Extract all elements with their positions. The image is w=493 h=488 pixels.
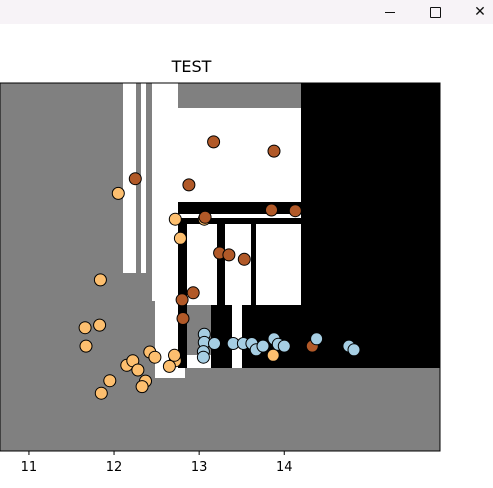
data-point (168, 348, 181, 362)
data-point (131, 363, 145, 377)
region-white-strip-2 (141, 83, 146, 273)
region-black-bar-1 (178, 202, 301, 214)
data-point (111, 186, 125, 200)
data-point (175, 293, 189, 307)
data-point (94, 386, 108, 400)
minimize-button[interactable] (367, 0, 413, 24)
x-tick-label: 11 (21, 460, 38, 475)
decision-regions (0, 83, 440, 451)
data-point (208, 337, 221, 350)
x-tick-label: 13 (191, 460, 208, 475)
data-point (310, 332, 324, 346)
x-tick-label: 14 (276, 460, 293, 475)
data-points (78, 135, 361, 400)
data-point (93, 318, 107, 332)
data-point (266, 348, 280, 362)
close-icon: ✕ (474, 4, 486, 20)
data-point (288, 204, 302, 218)
data-point (162, 359, 176, 373)
data-point (128, 172, 142, 186)
minimize-icon (385, 11, 395, 13)
data-point (347, 343, 361, 357)
data-point (256, 339, 270, 353)
data-point (103, 374, 117, 388)
plot-frame (0, 82, 441, 452)
data-point (182, 178, 196, 192)
data-point (207, 135, 221, 149)
data-point (93, 273, 107, 287)
chart-title: TEST (171, 57, 212, 76)
data-point (198, 210, 212, 224)
maximize-icon (429, 6, 441, 18)
data-point (168, 212, 182, 226)
data-point (135, 380, 149, 394)
data-point (265, 203, 278, 217)
region-gray-top (178, 83, 301, 108)
data-point (277, 339, 291, 353)
data-point (196, 350, 210, 364)
data-point (78, 321, 92, 335)
maximize-button[interactable] (412, 0, 458, 24)
x-tick-label: 12 (106, 460, 123, 475)
region-black-lower-left (211, 305, 232, 368)
data-point (79, 339, 93, 353)
region-white-bottom-b (232, 305, 242, 368)
data-point (237, 252, 251, 266)
data-point (176, 312, 190, 325)
region-black-bar-2 (178, 218, 301, 224)
data-point (148, 350, 162, 364)
region-black-col-2 (217, 224, 225, 305)
data-point (173, 231, 187, 245)
data-point (267, 144, 281, 158)
region-white-strip-3 (152, 83, 178, 301)
x-axis-ticks: 11 12 13 14 (21, 451, 293, 475)
data-point (222, 248, 236, 262)
region-black-right (301, 83, 440, 368)
region-black-col-3 (251, 224, 256, 305)
close-button[interactable]: ✕ (457, 0, 493, 24)
data-point (186, 286, 200, 300)
window-titlebar: ✕ (0, 0, 493, 24)
